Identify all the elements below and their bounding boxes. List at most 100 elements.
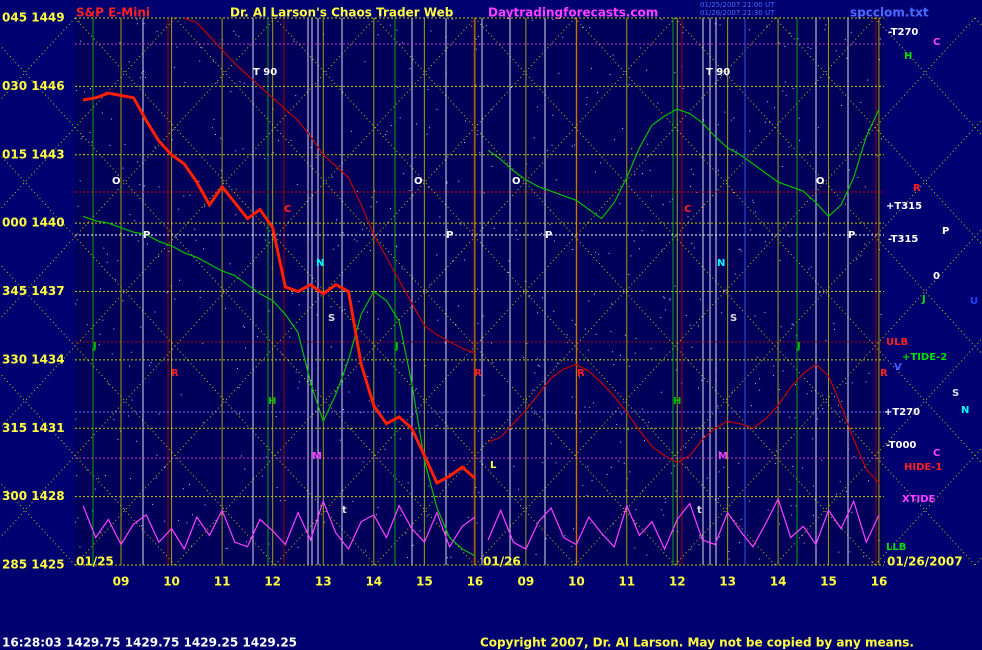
star [154,146,156,148]
star [610,330,612,332]
star [517,239,519,241]
star [718,451,720,453]
star [452,260,454,262]
star [863,555,865,557]
star [350,130,352,132]
star [717,405,719,407]
star [584,406,586,408]
star [98,344,100,346]
star [723,466,725,468]
star [119,232,121,234]
star [539,365,541,367]
star [825,340,827,342]
annotation: S [730,313,737,324]
star [261,475,263,477]
star [188,484,190,486]
star [129,365,131,367]
star [533,137,535,139]
annotation: O [112,176,121,187]
star [245,541,247,543]
star [846,57,848,59]
star [268,310,270,312]
star [200,47,202,49]
star [365,550,367,552]
star [816,418,818,420]
star [578,376,580,378]
star [630,255,632,257]
star [113,328,115,330]
star [216,81,218,83]
star [400,514,402,516]
star [86,324,88,326]
y-tick-label: 285 1425 [2,558,65,572]
star [344,364,346,366]
star [424,358,426,360]
star [650,348,652,350]
star [856,258,858,260]
star [792,87,794,89]
star [198,524,200,526]
star [256,335,258,337]
star [405,532,407,534]
star [740,250,742,252]
annotation: M [312,451,322,462]
star [724,111,726,113]
star [879,249,881,251]
star [119,430,121,432]
star [141,72,143,74]
star [449,473,451,475]
star [343,373,345,375]
side-label: +T270 [884,407,920,418]
star [812,485,814,487]
star [428,186,430,188]
star [124,143,126,145]
star [79,180,81,182]
star [589,27,591,29]
star [296,183,298,185]
star [775,462,777,464]
star [135,440,137,442]
star [541,232,543,234]
star [749,130,751,132]
star [99,333,101,335]
star [572,249,574,251]
star [725,75,727,77]
x-tick-label: 12 [669,575,686,589]
star [880,138,882,140]
star [486,84,488,86]
star [102,319,104,321]
star [782,90,784,92]
star [111,353,113,355]
star [841,105,843,107]
star [137,161,139,163]
star [446,557,448,559]
star [264,239,266,241]
y-tick-label: 000 1440 [2,216,65,230]
star [238,387,240,389]
star [316,314,318,316]
star [835,235,837,237]
star [384,448,386,450]
star [870,278,872,280]
star [588,407,590,409]
star [213,118,215,120]
side-label: -T000 [886,440,916,451]
star [868,372,870,374]
star [823,232,825,234]
star [204,504,206,506]
star [621,413,623,415]
star [336,219,338,221]
star [879,38,881,40]
star [156,454,158,456]
star [295,371,297,373]
annotation: R [474,368,482,379]
star [80,40,82,42]
y-tick-label: 330 1434 [2,352,65,366]
star [399,117,401,119]
star [750,405,752,407]
star [272,152,274,154]
star [308,133,310,135]
star [212,60,214,62]
star [802,467,804,469]
star [778,42,780,44]
